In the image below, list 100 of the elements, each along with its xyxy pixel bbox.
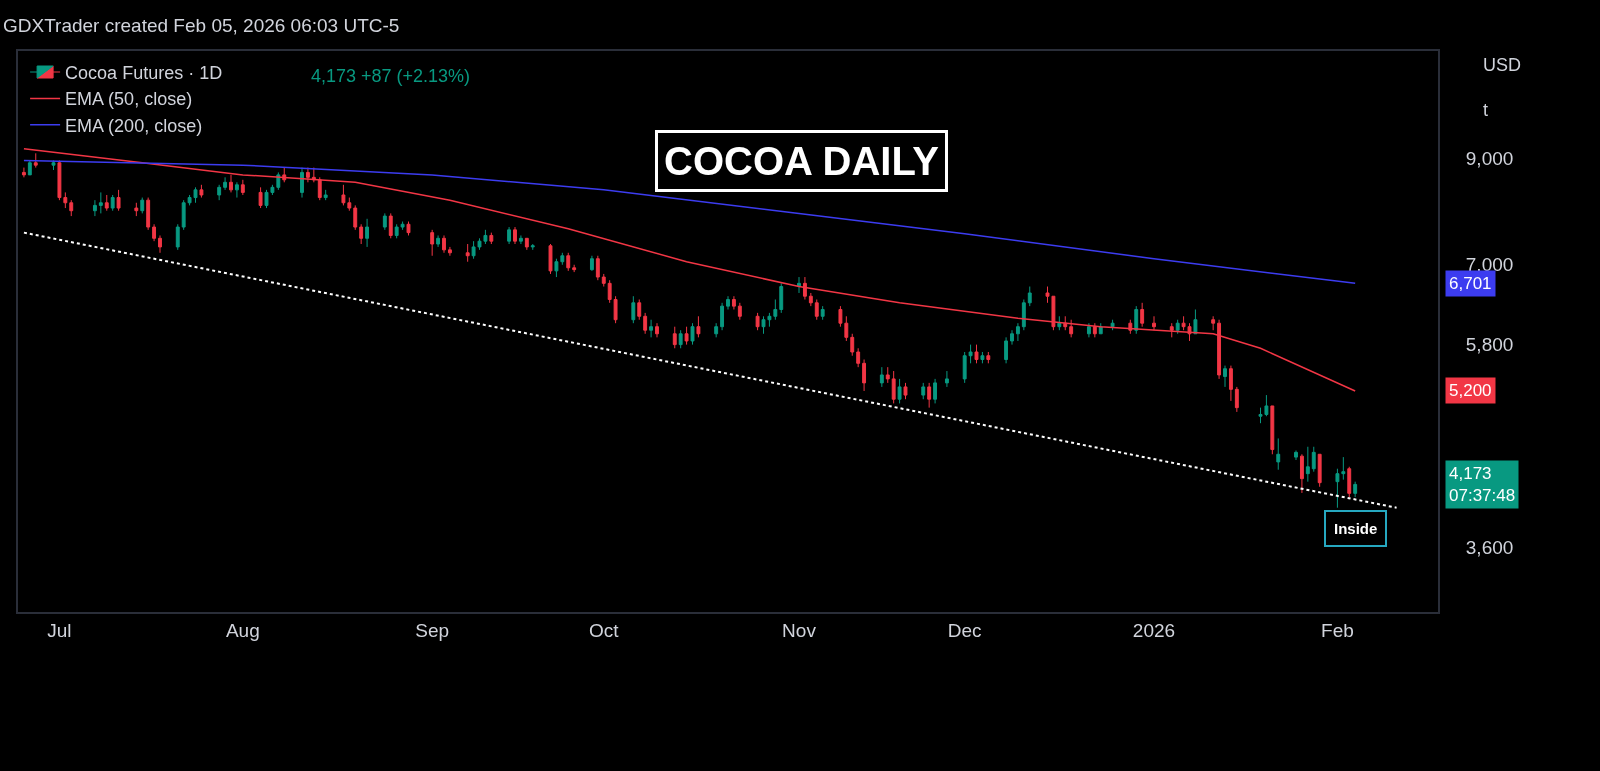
- candlestick: [489, 232, 494, 245]
- candlestick: [690, 322, 695, 346]
- candlestick: [51, 159, 56, 171]
- candlestick: [1010, 329, 1014, 346]
- candlestick: [655, 322, 659, 338]
- text: USD: [1483, 55, 1522, 75]
- y-tick-label: 7,000: [1465, 254, 1514, 276]
- y-tick-label: 3,600: [1465, 536, 1514, 558]
- text: 5,200: [1449, 381, 1492, 400]
- candlestick: [1140, 302, 1145, 328]
- candlestick: [21, 167, 26, 178]
- x-tick-label: Oct: [588, 619, 620, 641]
- candlestick: [1086, 322, 1091, 338]
- candlestick: [1217, 319, 1222, 380]
- candlestick: [797, 276, 801, 294]
- x-tick-label: 2026: [1132, 619, 1176, 641]
- candlestick: [1015, 322, 1020, 342]
- candlestick: [430, 229, 435, 257]
- candlestick: [649, 319, 654, 338]
- candlestick: [696, 315, 701, 338]
- candlestick: [465, 243, 470, 263]
- annotation: Inside: [1334, 520, 1378, 537]
- candlestick: [92, 199, 97, 217]
- candlestick: [643, 312, 648, 335]
- candlestick: [684, 326, 689, 346]
- candlestick: [116, 189, 121, 212]
- legend-label: EMA (200, close): [65, 115, 203, 136]
- candlestick: [944, 370, 949, 388]
- candlestick: [1223, 365, 1227, 388]
- x-tick-label: Sep: [415, 619, 450, 641]
- candlestick: [436, 234, 441, 248]
- candlestick: [524, 237, 529, 251]
- candlestick: [862, 359, 867, 392]
- x-tick-label: Feb: [1321, 619, 1354, 641]
- text: COCOA DAILY: [664, 139, 940, 183]
- candlestick: [1175, 319, 1180, 335]
- candlestick: [110, 194, 115, 212]
- x-tick-label: Jul: [47, 619, 72, 641]
- candlestick: [897, 378, 902, 404]
- candlestick: [406, 221, 411, 236]
- candlestick: [353, 204, 358, 231]
- candlestick: [986, 351, 991, 364]
- candlestick: [104, 194, 109, 212]
- candlestick: [98, 191, 103, 214]
- candlestick: [300, 167, 304, 199]
- candlestick: [234, 181, 239, 199]
- candlestick: [1305, 446, 1310, 483]
- candlestick: [891, 370, 896, 404]
- candlestick: [678, 329, 683, 349]
- candlestick: [388, 212, 393, 239]
- y-tick-label: 5,800: [1465, 334, 1514, 356]
- text: 6,701: [1449, 274, 1492, 293]
- candlestick: [382, 212, 387, 231]
- candlestick: [1021, 299, 1026, 331]
- candlestick: [305, 167, 310, 183]
- candlestick: [1110, 319, 1115, 331]
- legend-label: Cocoa Futures · 1D: [65, 63, 223, 84]
- candlestick: [317, 176, 322, 201]
- candlestick: [921, 382, 926, 400]
- x-tick-label: Dec: [947, 619, 982, 641]
- text: 4,173 07:37:48: [1449, 464, 1516, 506]
- candlestick: [33, 152, 38, 169]
- candlestick: [980, 351, 985, 364]
- candlestick: [1092, 322, 1097, 338]
- candlestick: [1063, 315, 1068, 331]
- candlestick: [1347, 466, 1352, 498]
- candlestick: [199, 184, 204, 199]
- candlestick: [672, 326, 677, 349]
- candlestick: [850, 333, 855, 357]
- candlestick: [726, 295, 730, 310]
- candlestick: [518, 234, 523, 245]
- candlestick: [1134, 305, 1139, 335]
- candlestick: [1299, 453, 1304, 494]
- candlestick: [1228, 365, 1233, 402]
- candlestick: [731, 295, 736, 310]
- candlestick: [589, 255, 594, 272]
- candlestick: [720, 302, 725, 331]
- candlestick: [223, 176, 228, 191]
- candlestick: [1353, 481, 1358, 498]
- candlestick: [1128, 319, 1133, 335]
- candlestick: [359, 223, 364, 245]
- candlestick: [714, 322, 719, 338]
- candlestick: [27, 159, 32, 176]
- candlestick: [927, 382, 932, 409]
- candlestick: [1311, 446, 1316, 473]
- candlestick: [1211, 315, 1216, 331]
- candlestick: [365, 218, 370, 248]
- candlestick: [442, 234, 446, 254]
- candlestick: [974, 344, 979, 364]
- candlestick: [779, 282, 784, 314]
- candlestick: [566, 252, 571, 272]
- line-series: [23, 147, 1356, 392]
- x-tick-label: Nov: [782, 619, 817, 641]
- candlestick: [1027, 286, 1032, 307]
- annotation: 4,173 +87 (+2.13%): [311, 66, 471, 86]
- candlestick: [530, 243, 535, 251]
- y-tick-label: 9,000: [1465, 147, 1514, 169]
- candlestick: [631, 295, 636, 324]
- candlestick: [933, 378, 938, 404]
- candlestick: [1169, 322, 1174, 338]
